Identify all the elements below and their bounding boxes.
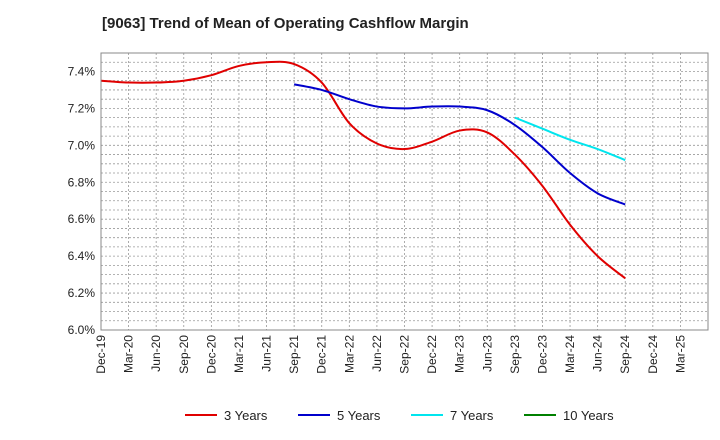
x-tick-label: Mar-21 [232, 335, 246, 373]
x-tick-label: Dec-19 [94, 335, 108, 374]
grid-layer [101, 53, 708, 330]
legend-label: 5 Years [337, 408, 381, 423]
y-tick-label: 6.8% [68, 175, 96, 189]
y-tick-label: 6.6% [68, 212, 96, 226]
x-tick-label: Jun-20 [149, 335, 163, 372]
y-tick-label: 6.0% [68, 323, 96, 337]
x-tick-label: Dec-23 [535, 335, 549, 374]
x-tick-label: Dec-22 [425, 335, 439, 374]
plot-frame [100, 52, 709, 331]
x-tick-label: Dec-24 [646, 335, 660, 374]
x-tick-label: Sep-20 [177, 335, 191, 374]
legend-label: 7 Years [450, 408, 494, 423]
legend-label: 3 Years [224, 408, 268, 423]
x-tick-label: Sep-23 [508, 335, 522, 374]
y-tick-label: 6.4% [68, 249, 96, 263]
x-tick-label: Mar-23 [453, 335, 467, 373]
x-tick-label: Jun-24 [591, 335, 605, 372]
y-tick-label: 7.4% [68, 64, 96, 78]
y-tick-label: 6.2% [68, 286, 96, 300]
x-axis-ticks: Dec-19 Mar-20 Jun-20 Sep-20 Dec-20 Mar-21 Jun-… [94, 335, 687, 374]
x-tick-label: Mar-24 [563, 335, 577, 373]
chart-title: [9063] Trend of Mean of Operating Cashfl… [102, 15, 469, 32]
x-tick-label: Sep-24 [618, 335, 632, 374]
y-axis-ticks: 6.0% 6.2% 6.4% 6.6% 6.8% 7.0% 7.2% 7.4% [68, 64, 96, 337]
y-tick-label: 7.2% [68, 101, 96, 115]
x-tick-label: Sep-21 [287, 335, 301, 374]
series-line-7-years [514, 116, 626, 162]
x-tick-label: Mar-20 [122, 335, 136, 373]
x-tick-label: Dec-20 [204, 335, 218, 374]
legend: 3 Years 5 Years 7 Years 10 Years [185, 408, 614, 423]
x-tick-label: Mar-22 [342, 335, 356, 373]
legend-label: 10 Years [563, 408, 614, 423]
x-tick-label: Jun-22 [370, 335, 384, 372]
x-tick-label: Mar-25 [673, 335, 687, 373]
x-tick-label: Jun-23 [480, 335, 494, 372]
x-tick-label: Sep-22 [398, 335, 412, 374]
y-tick-label: 7.0% [68, 138, 96, 152]
x-tick-label: Dec-21 [315, 335, 329, 374]
series-line-5-years [293, 83, 626, 206]
x-tick-label: Jun-21 [260, 335, 274, 372]
series-line-3-years [100, 60, 626, 280]
series-layer [100, 60, 626, 280]
